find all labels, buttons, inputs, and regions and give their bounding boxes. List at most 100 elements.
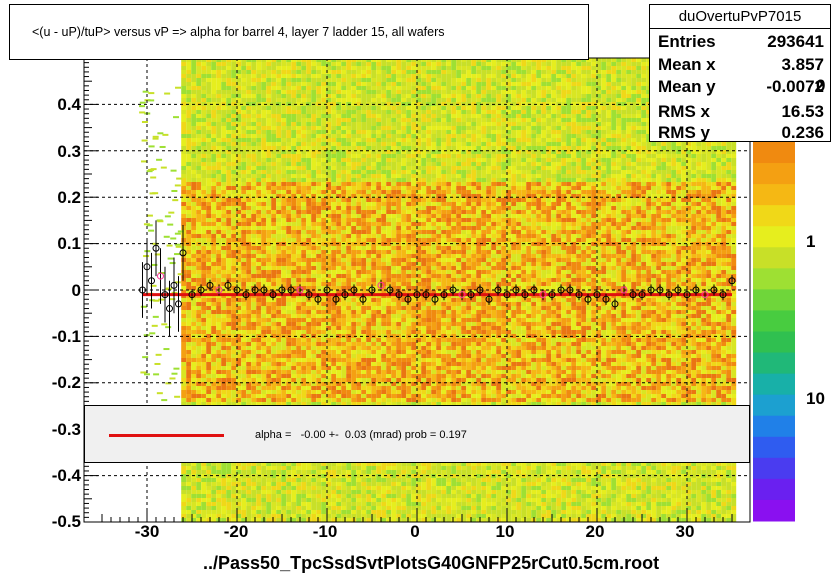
heatmap-cell <box>186 230 192 234</box>
heatmap-cell <box>396 62 402 66</box>
heatmap-cell <box>466 202 472 206</box>
heatmap-cell <box>221 146 227 150</box>
heatmap-cell <box>221 82 227 86</box>
heatmap-cell <box>691 146 697 150</box>
heatmap-cell <box>716 190 722 194</box>
heatmap-cell <box>301 94 307 98</box>
heatmap-cell <box>351 126 357 130</box>
heatmap-cell <box>591 82 597 86</box>
heatmap-cell <box>291 194 297 198</box>
heatmap-cell <box>376 226 382 230</box>
heatmap-cell <box>661 182 667 186</box>
heatmap-cell <box>371 150 377 154</box>
heatmap-cell <box>371 182 377 186</box>
heatmap-cell <box>391 214 397 218</box>
heatmap-cell <box>396 146 402 150</box>
heatmap-cell <box>441 234 447 238</box>
heatmap-cell <box>431 138 437 142</box>
heatmap-cell <box>481 82 487 86</box>
heatmap-cell <box>591 138 597 142</box>
heatmap-cell <box>536 194 542 198</box>
heatmap-cell <box>586 98 592 102</box>
heatmap-cell <box>581 186 587 190</box>
heatmap-cell <box>241 158 247 162</box>
heatmap-cell <box>461 162 467 166</box>
heatmap-cell <box>351 166 357 170</box>
heatmap-cell <box>541 230 547 234</box>
heatmap-cell <box>206 166 212 170</box>
heatmap-cell <box>226 202 232 206</box>
heatmap-cell <box>426 78 432 82</box>
heatmap-cell <box>626 186 632 190</box>
heatmap-cell <box>311 162 317 166</box>
heatmap-cell <box>446 86 452 90</box>
heatmap-cell <box>656 186 662 190</box>
heatmap-cell <box>421 114 427 118</box>
heatmap-cell <box>701 154 707 158</box>
heatmap-cell <box>636 186 642 190</box>
heatmap-cell <box>376 62 382 66</box>
heatmap-cell <box>571 182 577 186</box>
heatmap-cell <box>641 66 647 70</box>
heatmap-cell <box>271 178 277 182</box>
heatmap-cell <box>671 182 677 186</box>
heatmap-cell <box>356 166 362 170</box>
heatmap-cell <box>296 170 302 174</box>
heatmap-cell <box>186 234 192 238</box>
heatmap-cell <box>461 234 467 238</box>
heatmap-cell <box>601 158 607 162</box>
heatmap-cell <box>646 182 652 186</box>
heatmap-cell <box>241 122 247 126</box>
heatmap-cell <box>341 94 347 98</box>
heatmap-cell <box>566 98 572 102</box>
heatmap-cell <box>601 190 607 194</box>
heatmap-cell <box>181 130 187 134</box>
heatmap-cell <box>221 70 227 74</box>
heatmap-cell <box>291 86 297 90</box>
heatmap-cell <box>436 154 442 158</box>
heatmap-cell <box>436 162 442 166</box>
heatmap-cell <box>411 206 417 210</box>
heatmap-cell <box>396 174 402 178</box>
heatmap-cell <box>361 202 367 206</box>
heatmap-cell <box>511 162 517 166</box>
heatmap-cell <box>376 206 382 210</box>
heatmap-cell <box>326 230 332 234</box>
heatmap-cell <box>531 150 537 154</box>
heatmap-cell <box>696 162 702 166</box>
heatmap-cell <box>651 230 657 234</box>
heatmap-cell <box>676 202 682 206</box>
heatmap-cell <box>421 126 427 130</box>
heatmap-cell <box>311 182 317 186</box>
heatmap-cell <box>586 114 592 118</box>
heatmap-cell <box>351 186 357 190</box>
heatmap-cell <box>306 66 312 70</box>
heatmap-cell <box>246 98 252 102</box>
heatmap-cell <box>286 58 292 62</box>
heatmap-cell <box>331 138 337 142</box>
heatmap-cell <box>661 198 667 202</box>
heatmap-cell <box>536 94 542 98</box>
heatmap-cell <box>316 134 322 138</box>
heatmap-cell <box>431 66 437 70</box>
heatmap-cell <box>541 82 547 86</box>
heatmap-cell <box>551 174 557 178</box>
heatmap-cell <box>421 218 427 222</box>
heatmap-cell <box>626 202 632 206</box>
heatmap-cell <box>411 174 417 178</box>
heatmap-cell <box>326 130 332 134</box>
heatmap-cell <box>706 218 712 222</box>
heatmap-cell <box>581 178 587 182</box>
heatmap-cell <box>581 110 587 114</box>
heatmap-cell <box>301 162 307 166</box>
heatmap-cell <box>266 66 272 70</box>
heatmap-cell <box>551 154 557 158</box>
heatmap-cell <box>471 230 477 234</box>
heatmap-cell <box>526 178 532 182</box>
heatmap-cell <box>651 182 657 186</box>
heatmap-cell <box>216 154 222 158</box>
heatmap-cell <box>526 206 532 210</box>
heatmap-cell <box>551 194 557 198</box>
heatmap-cell <box>551 190 557 194</box>
heatmap-cell <box>406 202 412 206</box>
